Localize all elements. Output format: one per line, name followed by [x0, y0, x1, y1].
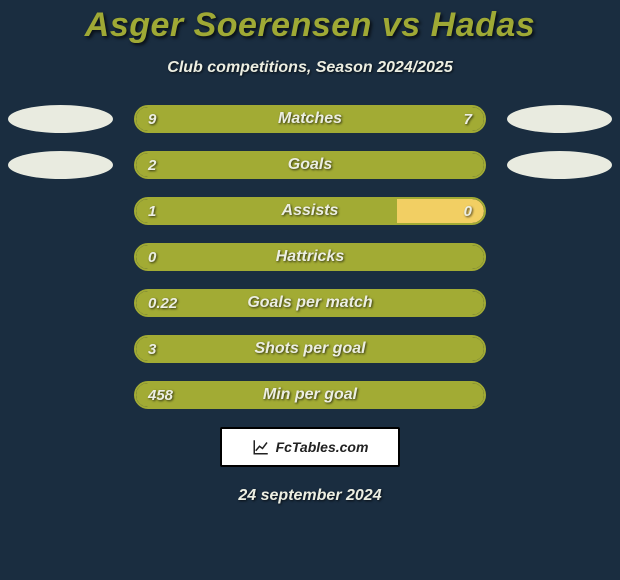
stat-left-value: 2 — [148, 153, 156, 177]
stat-bar: 10Assists — [134, 197, 486, 225]
stat-right-value: 7 — [464, 107, 472, 131]
stat-left-value: 0 — [148, 245, 156, 269]
stat-row: 10Assists — [0, 197, 620, 225]
stat-bar: 3Shots per goal — [134, 335, 486, 363]
stat-row: 0Hattricks — [0, 243, 620, 271]
stat-bar: 0Hattricks — [134, 243, 486, 271]
stat-bar-left-fill — [136, 383, 484, 407]
stat-bar: 0.22Goals per match — [134, 289, 486, 317]
stat-right-value: 0 — [464, 199, 472, 223]
stat-left-value: 9 — [148, 107, 156, 131]
stat-bar: 97Matches — [134, 105, 486, 133]
stat-bar-left-fill — [136, 153, 484, 177]
stat-row: 0.22Goals per match — [0, 289, 620, 317]
stat-bar: 2Goals — [134, 151, 486, 179]
page-title: Asger Soerensen vs Hadas — [0, 6, 620, 45]
stat-left-value: 1 — [148, 199, 156, 223]
stat-bar-left-fill — [136, 199, 397, 223]
player2-marker — [507, 151, 612, 179]
date-text: 24 september 2024 — [0, 487, 620, 505]
stat-row: 458Min per goal — [0, 381, 620, 409]
player1-marker — [8, 151, 113, 179]
source-badge[interactable]: FcTables.com — [220, 427, 400, 467]
stat-left-value: 3 — [148, 337, 156, 361]
stat-row: 97Matches — [0, 105, 620, 133]
stat-bar-left-fill — [136, 107, 331, 131]
player1-marker — [8, 105, 113, 133]
stat-row: 2Goals — [0, 151, 620, 179]
player2-marker — [507, 105, 612, 133]
stat-bar-left-fill — [136, 337, 484, 361]
comparison-card: Asger Soerensen vs Hadas Club competitio… — [0, 0, 620, 580]
bars-container: 97Matches2Goals10Assists0Hattricks0.22Go… — [0, 105, 620, 409]
subtitle: Club competitions, Season 2024/2025 — [0, 59, 620, 77]
stat-bar-right-fill — [331, 107, 484, 131]
stat-bar-left-fill — [136, 245, 484, 269]
stat-left-value: 0.22 — [148, 291, 177, 315]
stat-row: 3Shots per goal — [0, 335, 620, 363]
chart-icon — [252, 438, 270, 456]
stat-bar-left-fill — [136, 291, 484, 315]
stat-left-value: 458 — [148, 383, 173, 407]
stat-bar: 458Min per goal — [134, 381, 486, 409]
badge-label: FcTables.com — [276, 439, 369, 455]
